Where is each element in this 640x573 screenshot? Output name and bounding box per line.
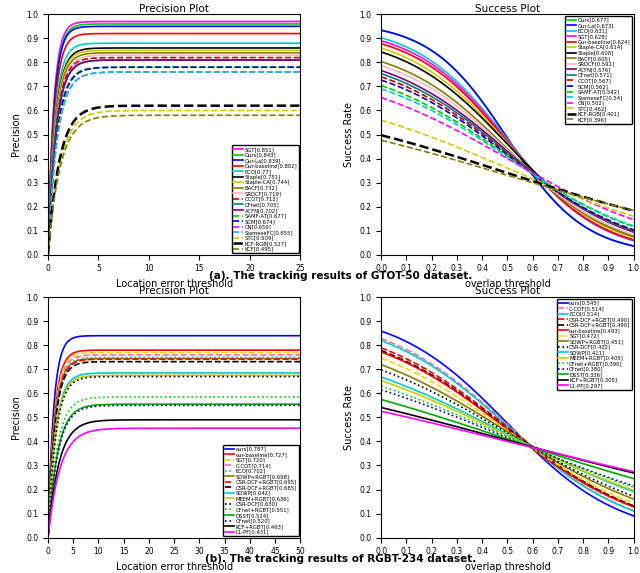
Legend: SGT[0.851], Ours[0.843], Our-La[0.839], Our-baseline[0.802], ECO[0.77], Staple[0: SGT[0.851], Ours[0.843], Our-La[0.839], … [232,146,299,253]
Legend: ours[0.545], C-COT[0.514], ECO[0.514], CSR-DCF+RGBT[0.490], CSR-DCF+RGBT[0.490],: ours[0.545], C-COT[0.514], ECO[0.514], C… [557,299,632,390]
Y-axis label: Success Rate: Success Rate [344,102,354,167]
Title: Precision Plot: Precision Plot [140,3,209,14]
Y-axis label: Precision: Precision [11,113,20,156]
Legend: Ours[0.677], Our-La[0.673], ECO[0.631], SGT[0.628], Our-baseline[0.624], Staple-: Ours[0.677], Our-La[0.673], ECO[0.631], … [565,16,632,124]
X-axis label: Location error threshold: Location error threshold [116,562,233,572]
Text: (b). The tracking results of RGBT-234 dataset.: (b). The tracking results of RGBT-234 da… [205,554,476,564]
Y-axis label: Precision: Precision [11,395,20,439]
Y-axis label: Success Rate: Success Rate [344,385,354,450]
Legend: ours[0.787], our-baseline[0.727], SGT[0.720], C-COT[0.714], ECO[0.702], SOWP+RGB: ours[0.787], our-baseline[0.727], SGT[0.… [223,445,299,536]
X-axis label: Location error threshold: Location error threshold [116,279,233,289]
X-axis label: overlap threshold: overlap threshold [465,562,550,572]
X-axis label: overlap threshold: overlap threshold [465,279,550,289]
Title: Success Plot: Success Plot [475,3,540,14]
Title: Success Plot: Success Plot [475,286,540,296]
Title: Precision Plot: Precision Plot [140,286,209,296]
Text: (a). The tracking results of GTOT-50 dataset.: (a). The tracking results of GTOT-50 dat… [209,271,472,281]
